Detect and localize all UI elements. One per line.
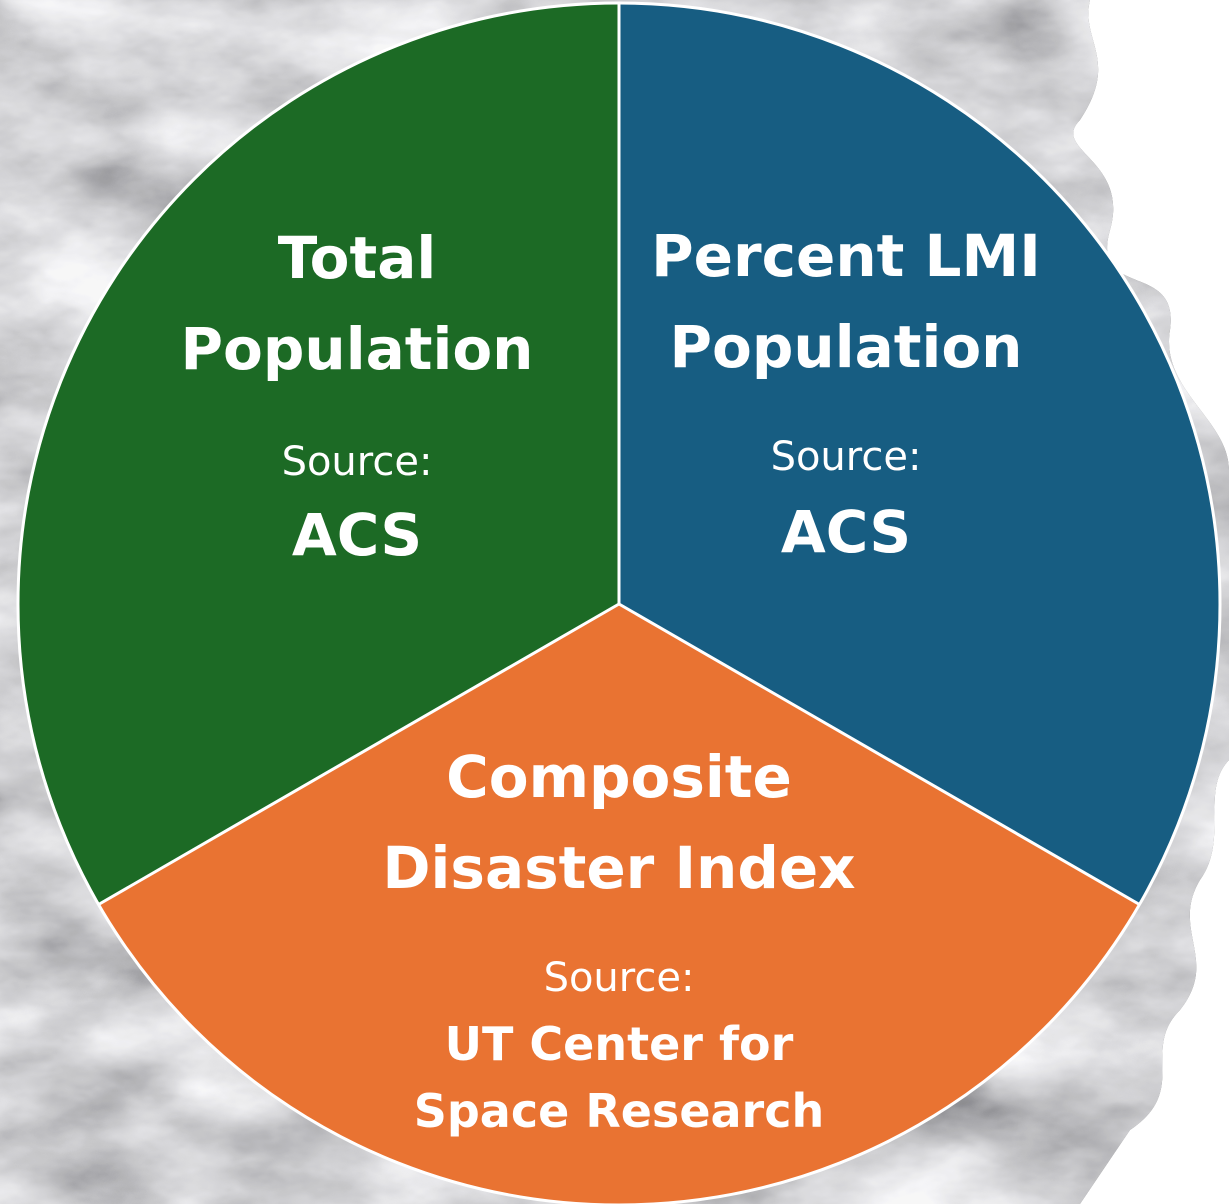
total-population-source-value: ACS: [292, 501, 422, 569]
segment-percent-lmi-population-labels: Percent LMI Population Source: ACS: [651, 222, 1041, 566]
composite-disaster-title-line-1: Composite: [446, 743, 792, 811]
composite-disaster-source-line-2: Space Research: [414, 1084, 825, 1138]
percent-lmi-title-line-2: Population: [670, 313, 1023, 381]
pie-segments: [17, 3, 1220, 1204]
pie-divider-3: [97, 602, 620, 906]
pie-segment-percent-lmi-population: [619, 3, 1220, 905]
pie-dividers: [16, 1, 1222, 1204]
percent-lmi-source-label: Source:: [771, 434, 922, 480]
pie-segment-total-population: [17, 3, 619, 905]
composite-disaster-title-line-2: Disaster Index: [382, 834, 855, 902]
percent-lmi-source-value: ACS: [781, 498, 911, 566]
pie-segment-composite-disaster-index: [98, 604, 1140, 1204]
total-population-source-label: Source:: [282, 439, 433, 485]
segment-total-population-labels: Total Population Source: ACS: [181, 224, 534, 569]
percent-lmi-title-line-1: Percent LMI: [651, 222, 1041, 290]
pie-divider-2: [618, 602, 1141, 906]
total-population-title-line-1: Total: [278, 224, 436, 292]
total-population-title-line-2: Population: [181, 315, 534, 383]
composite-disaster-source-label: Source:: [544, 955, 695, 1001]
composite-disaster-source-line-1: UT Center for: [445, 1017, 794, 1071]
segment-composite-disaster-index-labels: Composite Disaster Index Source: UT Cent…: [382, 743, 855, 1138]
